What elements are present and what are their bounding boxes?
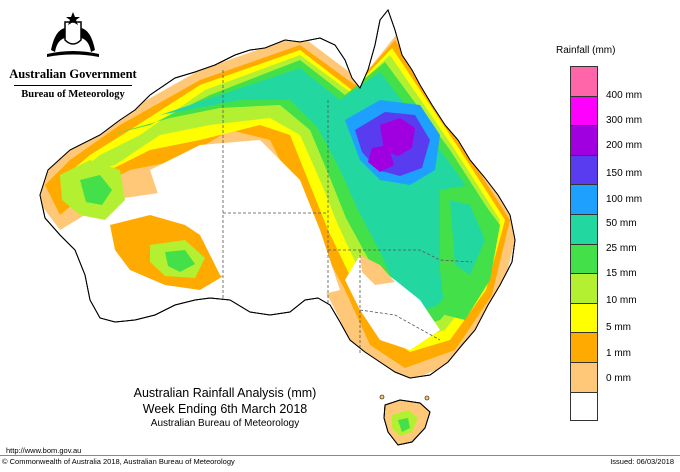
legend-label: 15 mm xyxy=(606,268,637,279)
website-url: http://www.bom.gov.au xyxy=(6,446,82,455)
legend-label: 0 mm xyxy=(606,373,631,384)
legend-label: 400 mm xyxy=(606,90,643,101)
tasmania xyxy=(383,399,431,446)
logo-divider xyxy=(14,85,132,86)
copyright-text: © Commonwealth of Australia 2018, Austra… xyxy=(2,457,235,466)
caption-source: Australian Bureau of Meteorology xyxy=(150,418,300,429)
legend-swatch xyxy=(570,154,598,185)
legend-label: 1 mm xyxy=(606,348,631,359)
legend-label: 50 mm xyxy=(606,218,637,229)
legend-label: 10 mm xyxy=(606,295,637,306)
legend-swatch xyxy=(570,302,598,333)
rainfall-fields xyxy=(40,30,515,378)
legend-swatch xyxy=(570,243,598,274)
legend xyxy=(570,66,598,422)
footer-divider xyxy=(0,455,680,456)
legend-swatch xyxy=(570,184,598,214)
legend-swatch xyxy=(570,361,598,392)
bureau-name: Bureau of Meteorology xyxy=(21,89,125,100)
legend-title: Rainfall (mm) xyxy=(556,45,616,56)
coastline xyxy=(39,8,516,379)
caption-period: Week Ending 6th March 2018 xyxy=(142,402,308,416)
legend-swatch xyxy=(570,95,598,126)
legend-swatch xyxy=(570,125,598,155)
government-name: Australian Government xyxy=(9,67,137,81)
caption-title: Australian Rainfall Analysis (mm) xyxy=(133,386,317,400)
government-logo: Australian Government Bureau of Meteorol… xyxy=(8,10,138,100)
legend-swatch xyxy=(570,391,598,422)
legend-swatch xyxy=(570,273,598,303)
state-borders xyxy=(222,70,473,355)
legend-swatch xyxy=(570,213,598,244)
legend-label: 100 mm xyxy=(606,194,643,205)
legend-swatch xyxy=(570,332,598,362)
legend-label: 150 mm xyxy=(606,168,643,179)
coat-of-arms-icon xyxy=(47,12,99,57)
legend-swatch xyxy=(570,66,598,96)
issued-date: Issued: 06/03/2018 xyxy=(610,457,674,466)
map-caption: Australian Rainfall Analysis (mm) Week E… xyxy=(110,386,340,429)
legend-label: 5 mm xyxy=(606,322,631,333)
legend-label: 200 mm xyxy=(606,140,643,151)
legend-label: 300 mm xyxy=(606,115,643,126)
legend-label: 25 mm xyxy=(606,243,637,254)
